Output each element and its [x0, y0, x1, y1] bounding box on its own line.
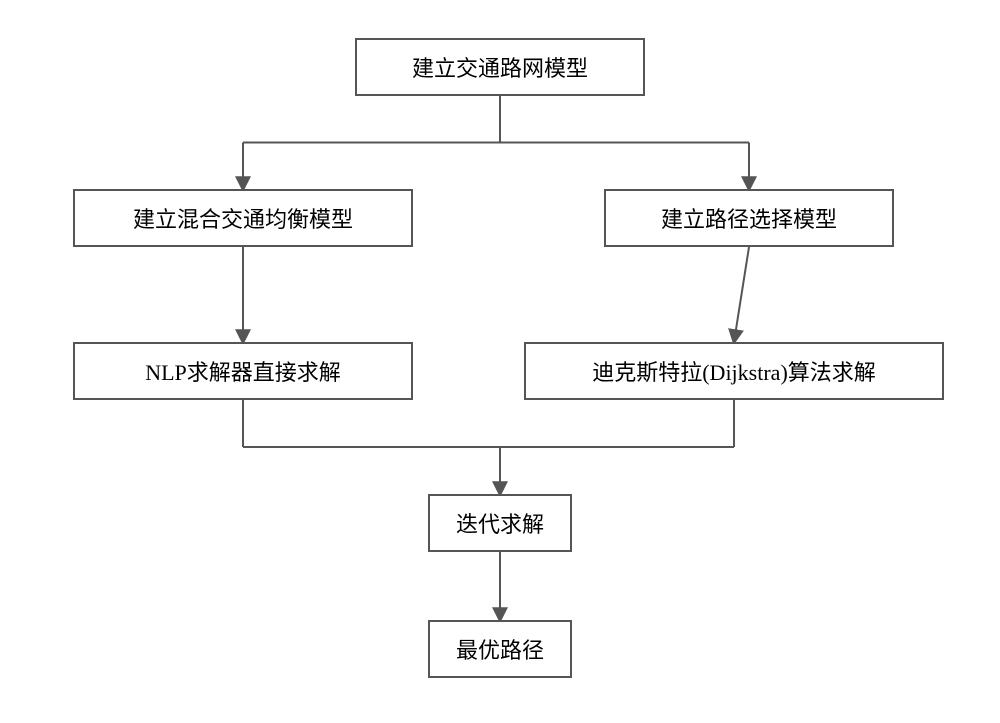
flow-node-label: 最优路径 [456, 633, 544, 665]
flow-node-n6: 迭代求解 [428, 494, 572, 552]
flow-node-n2: 建立混合交通均衡模型 [73, 189, 413, 247]
flow-node-label: NLP求解器直接求解 [145, 355, 341, 387]
flowchart-stage: 建立交通路网模型建立混合交通均衡模型 建立路径选择模型 NLP求解器直接求解 迪克斯特… [0, 0, 1000, 723]
flow-node-label: 迭代求解 [456, 507, 544, 539]
flow-node-label: 建立交通路网模型 [412, 51, 588, 83]
flow-node-label: 迪克斯特拉(Dijkstra)算法求解 [592, 355, 876, 387]
flow-node-n5: 迪克斯特拉(Dijkstra)算法求解 [524, 342, 944, 400]
flow-node-n7: 最优路径 [428, 620, 572, 678]
flow-node-n3: 建立路径选择模型 [604, 189, 894, 247]
flow-node-n4: NLP求解器直接求解 [73, 342, 413, 400]
flow-node-label: 建立路径选择模型 [661, 202, 837, 234]
flow-node-n1: 建立交通路网模型 [355, 38, 645, 96]
flow-node-label: 建立混合交通均衡模型 [133, 202, 353, 234]
